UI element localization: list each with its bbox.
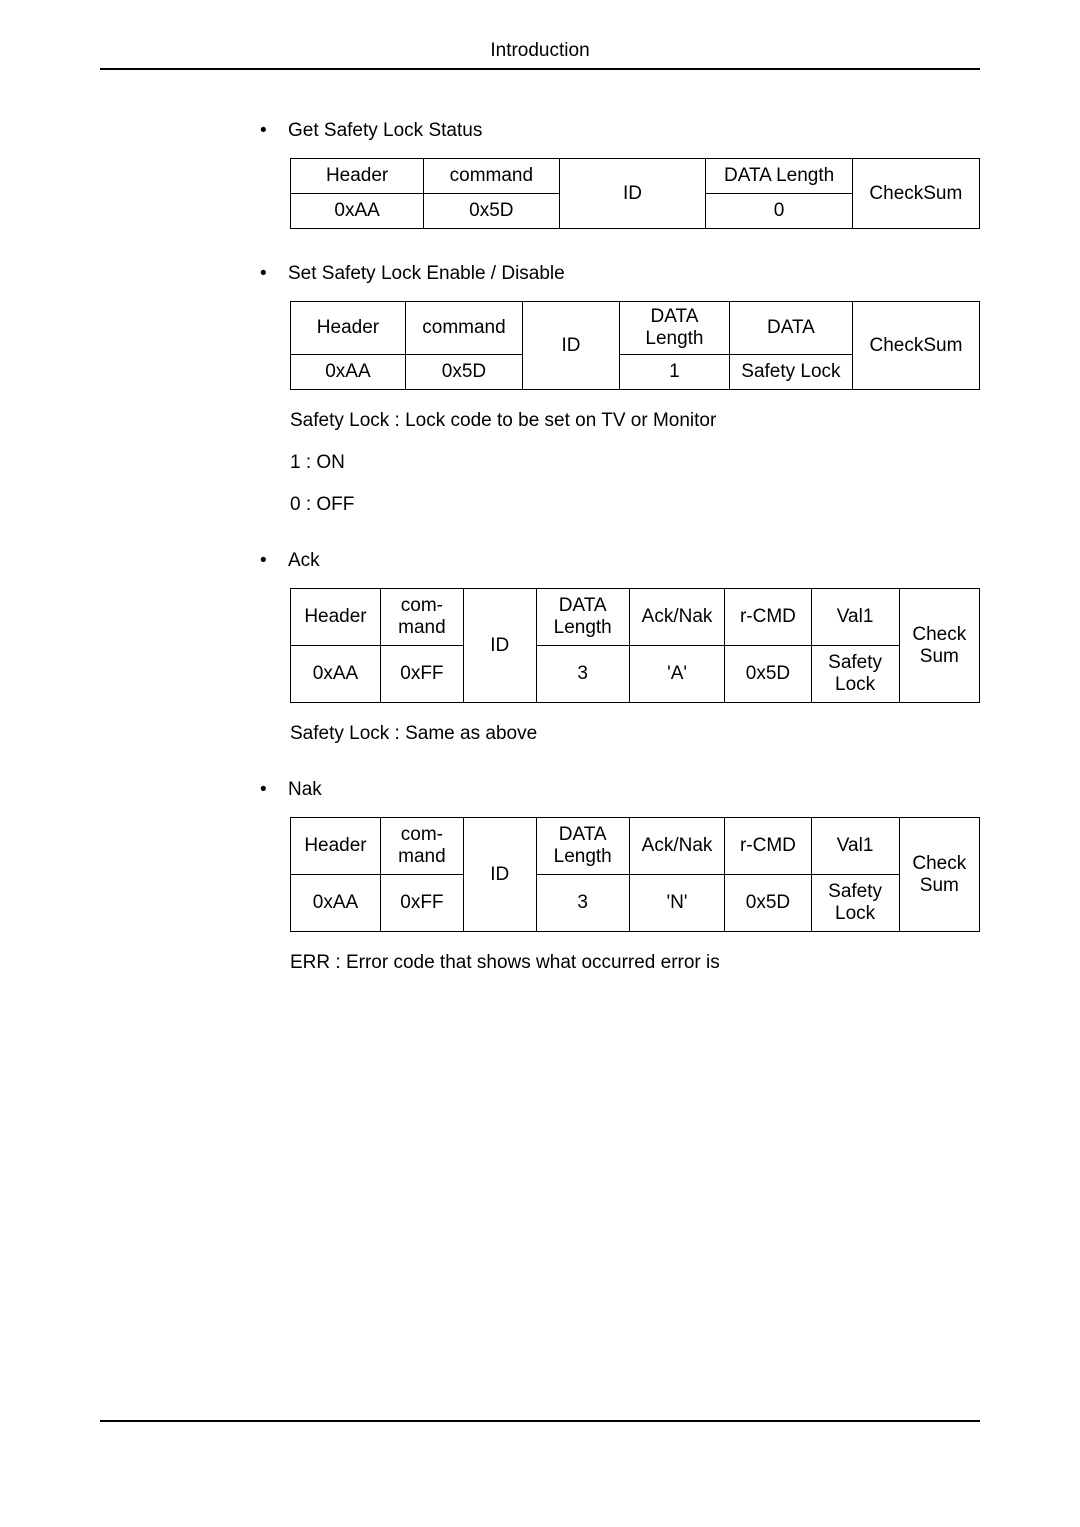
- section-get: • Get Safety Lock Status Header command …: [100, 120, 980, 229]
- bullet-nak: • Nak: [260, 779, 980, 801]
- note-nak: ERR : Error code that shows what occurre…: [290, 952, 980, 974]
- th: Val1: [811, 818, 899, 875]
- page-title: Introduction: [490, 40, 589, 61]
- th: DATALength: [536, 818, 629, 875]
- th: Header: [291, 818, 381, 875]
- th: com-mand: [380, 818, 463, 875]
- section-ack: • Ack Header com-mand ID DATALength Ack/…: [100, 550, 980, 745]
- th: ID: [463, 589, 536, 703]
- section-title: Get Safety Lock Status: [288, 120, 482, 142]
- page: Introduction • Get Safety Lock Status He…: [0, 0, 1080, 1048]
- note-desc: Safety Lock : Lock code to be set on TV …: [290, 410, 980, 432]
- th: Val1: [811, 589, 899, 646]
- th: command: [405, 302, 522, 355]
- td: 0x5D: [405, 355, 522, 390]
- th: CheckSum: [852, 159, 979, 229]
- section-title: Set Safety Lock Enable / Disable: [288, 263, 565, 285]
- bullet-set: • Set Safety Lock Enable / Disable: [260, 263, 980, 285]
- th: CheckSum: [899, 589, 979, 703]
- th: ID: [559, 159, 706, 229]
- th: ID: [463, 818, 536, 932]
- th: Ack/Nak: [629, 589, 725, 646]
- bullet-get: • Get Safety Lock Status: [260, 120, 980, 142]
- td: 0xFF: [380, 646, 463, 703]
- th: ID: [523, 302, 620, 390]
- td: 0xAA: [291, 646, 381, 703]
- td: 0x5D: [725, 875, 811, 932]
- note-ack: Safety Lock : Same as above: [290, 723, 980, 745]
- section-title: Nak: [288, 779, 322, 801]
- note-v1: 1 : ON: [290, 452, 980, 474]
- table-ack: Header com-mand ID DATALength Ack/Nak r-…: [290, 588, 980, 703]
- table-set: Header command ID DATALength DATA CheckS…: [290, 301, 980, 390]
- section-nak: • Nak Header com-mand ID DATALength Ack/…: [100, 779, 980, 974]
- page-header: Introduction: [100, 40, 980, 70]
- bullet-icon: •: [260, 120, 288, 142]
- footer-divider: [100, 1420, 980, 1422]
- th: Ack/Nak: [629, 818, 725, 875]
- td: 0xAA: [291, 194, 424, 229]
- th: Header: [291, 589, 381, 646]
- th: CheckSum: [852, 302, 979, 390]
- td: 3: [536, 875, 629, 932]
- th: r-CMD: [725, 818, 811, 875]
- bullet-icon: •: [260, 779, 288, 801]
- table-get: Header command ID DATA Length CheckSum 0…: [290, 158, 980, 229]
- th: CheckSum: [899, 818, 979, 932]
- section-set: • Set Safety Lock Enable / Disable Heade…: [100, 263, 980, 516]
- bullet-icon: •: [260, 263, 288, 285]
- td: 0xFF: [380, 875, 463, 932]
- td: Safety Lock: [729, 355, 852, 390]
- th: command: [424, 159, 559, 194]
- note-v0: 0 : OFF: [290, 494, 980, 516]
- td: SafetyLock: [811, 646, 899, 703]
- th: Header: [291, 159, 424, 194]
- table-nak: Header com-mand ID DATALength Ack/Nak r-…: [290, 817, 980, 932]
- th: DATA Length: [706, 159, 852, 194]
- th: DATA: [729, 302, 852, 355]
- td: 0xAA: [291, 875, 381, 932]
- th: r-CMD: [725, 589, 811, 646]
- td: 0: [706, 194, 852, 229]
- td: SafetyLock: [811, 875, 899, 932]
- td: 0xAA: [291, 355, 406, 390]
- bullet-ack: • Ack: [260, 550, 980, 572]
- td: 'A': [629, 646, 725, 703]
- th: com-mand: [380, 589, 463, 646]
- td: 0x5D: [725, 646, 811, 703]
- section-title: Ack: [288, 550, 320, 572]
- td: 0x5D: [424, 194, 559, 229]
- th: DATALength: [536, 589, 629, 646]
- td: 3: [536, 646, 629, 703]
- td: 'N': [629, 875, 725, 932]
- th: Header: [291, 302, 406, 355]
- bullet-icon: •: [260, 550, 288, 572]
- th: DATALength: [619, 302, 729, 355]
- td: 1: [619, 355, 729, 390]
